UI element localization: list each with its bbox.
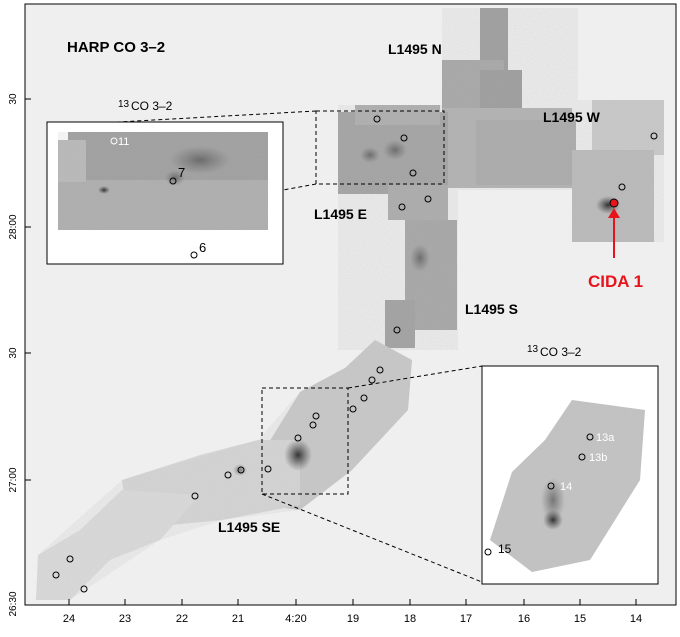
source-marker [294, 434, 302, 442]
source-marker [80, 585, 88, 593]
source-marker [393, 326, 401, 334]
zoom-box-bottom [261, 387, 349, 495]
source-marker [368, 376, 376, 384]
dec-tick-label: 30 [8, 93, 19, 105]
source-marker [373, 115, 381, 123]
inset-source-marker [484, 548, 492, 556]
inset-source-marker [110, 137, 118, 145]
source-marker [349, 405, 357, 413]
zoom-box-top [315, 110, 445, 185]
region-label-se: L1495 SE [218, 519, 280, 535]
source-marker [237, 466, 245, 474]
source-marker [309, 421, 317, 429]
source-marker [376, 366, 384, 374]
dec-tick-label: 28:00 [8, 214, 19, 239]
region-label-e: L1495 E [314, 206, 367, 222]
source-marker [424, 195, 432, 203]
inset-bottom-source-label: 13b [589, 452, 607, 464]
region-label-w: L1495 W [543, 109, 601, 125]
source-marker [52, 571, 60, 579]
ra-tick-label: 18 [404, 613, 416, 625]
source-marker [224, 471, 232, 479]
inset-bottom-source-label: 15 [498, 542, 512, 556]
ra-tick-label: 17 [460, 613, 472, 625]
ra-tick-label: 23 [119, 613, 131, 625]
inset-top-source-label: 7 [178, 165, 185, 180]
ra-tick-label: 15 [574, 613, 586, 625]
zoom-connector [347, 365, 483, 389]
source-marker [191, 492, 199, 500]
map-title: HARP CO 3–2 [67, 39, 165, 56]
source-marker [618, 183, 626, 191]
inset-top-caption: CO 3–2 [131, 99, 173, 113]
source-markers [52, 115, 658, 593]
zoom-connector [117, 110, 317, 123]
source-marker [400, 134, 408, 142]
region-label-s: L1495 S [465, 301, 518, 317]
cida1-arrow-head [608, 208, 620, 218]
inset-bottom-source-label: 14 [560, 481, 572, 493]
ra-tick-label: 21 [232, 613, 244, 625]
inset-top-isotope: 13 [118, 99, 130, 110]
ra-tick-label: 19 [347, 613, 359, 625]
dec-tick-label: 27:00 [8, 467, 19, 492]
inset-source-marker [190, 251, 198, 259]
source-marker [398, 203, 406, 211]
ra-tick-label: 24 [63, 613, 75, 625]
inset-bottom-isotope: 13 [527, 344, 539, 355]
region-label-n: L1495 N [388, 41, 442, 57]
cida1-marker [609, 198, 619, 208]
ra-tick-label: 14 [630, 613, 642, 625]
inset-source-marker [586, 433, 594, 441]
cida1-label: CIDA 1 [588, 272, 643, 291]
inset-top-source-label: 11 [118, 136, 129, 148]
dec-tick-label: 26:30 [8, 591, 19, 616]
dec-tick-label: 30 [8, 347, 19, 359]
axis-ticks [25, 98, 637, 606]
source-marker [409, 169, 417, 177]
zoom-connector [261, 493, 483, 583]
zoom-connector [282, 183, 317, 191]
source-marker [264, 465, 272, 473]
inset-bottom-source-label: 13a [596, 432, 615, 444]
inset-top [46, 121, 284, 265]
zoom-indicators [117, 110, 483, 583]
inset-source-marker [578, 453, 586, 461]
inset-top-source-label: 6 [199, 240, 206, 255]
ra-tick-label: 16 [518, 613, 530, 625]
source-marker [650, 132, 658, 140]
source-marker [66, 555, 74, 563]
inset-source-marker [547, 482, 555, 490]
ra-tick-label: 4:20 [285, 613, 306, 625]
inset-bottom-caption: CO 3–2 [540, 345, 582, 359]
inset-source-marker [169, 177, 177, 185]
ra-tick-label: 22 [176, 613, 188, 625]
inset-bottom [481, 365, 659, 585]
source-marker [360, 394, 368, 402]
source-marker [312, 412, 320, 420]
